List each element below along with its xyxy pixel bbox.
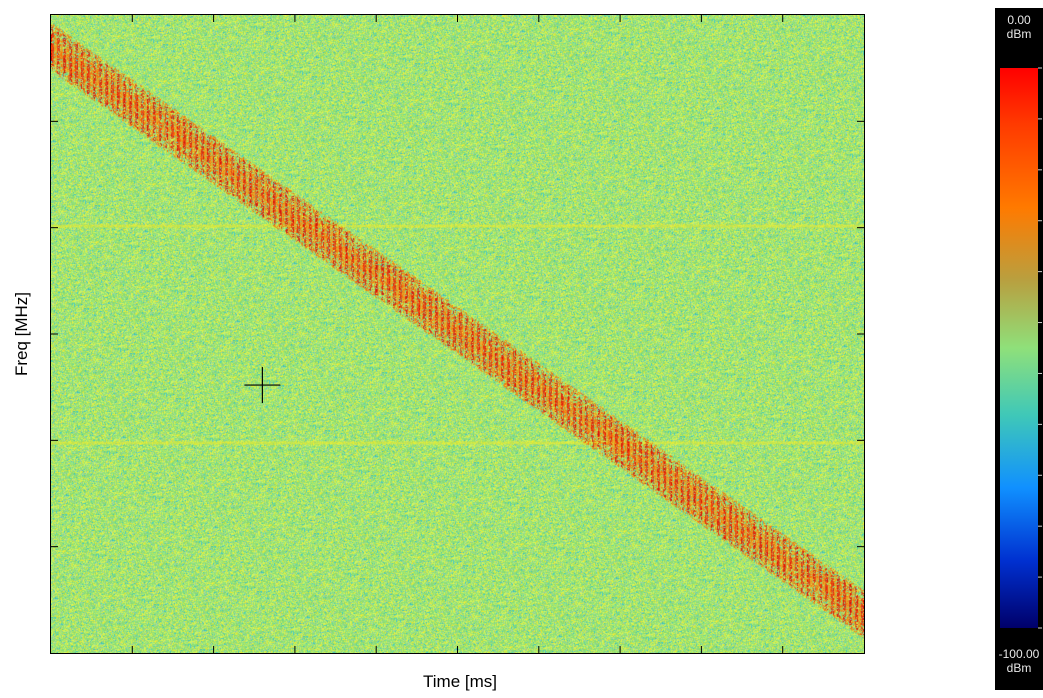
x-axis-label: Time [ms] [423, 672, 497, 691]
colorbar-gradient [1000, 68, 1038, 628]
plot-overlay [51, 15, 864, 653]
colorbar-min-unit: dBm [1006, 661, 1032, 675]
colorbar-max-unit: dBm [1006, 27, 1032, 41]
y-axis-label: Freq [MHz] [12, 291, 31, 377]
spectrogram-heatmap [51, 15, 864, 653]
colorbar: 0.00 dBm -100.00 dBm [995, 8, 1043, 690]
colorbar-max-value: 0.00 [1007, 13, 1031, 27]
colorbar-ticks [1038, 67, 1042, 629]
spectrogram-plot[interactable] [50, 14, 865, 654]
colorbar-min-value: -100.00 [998, 647, 1040, 661]
